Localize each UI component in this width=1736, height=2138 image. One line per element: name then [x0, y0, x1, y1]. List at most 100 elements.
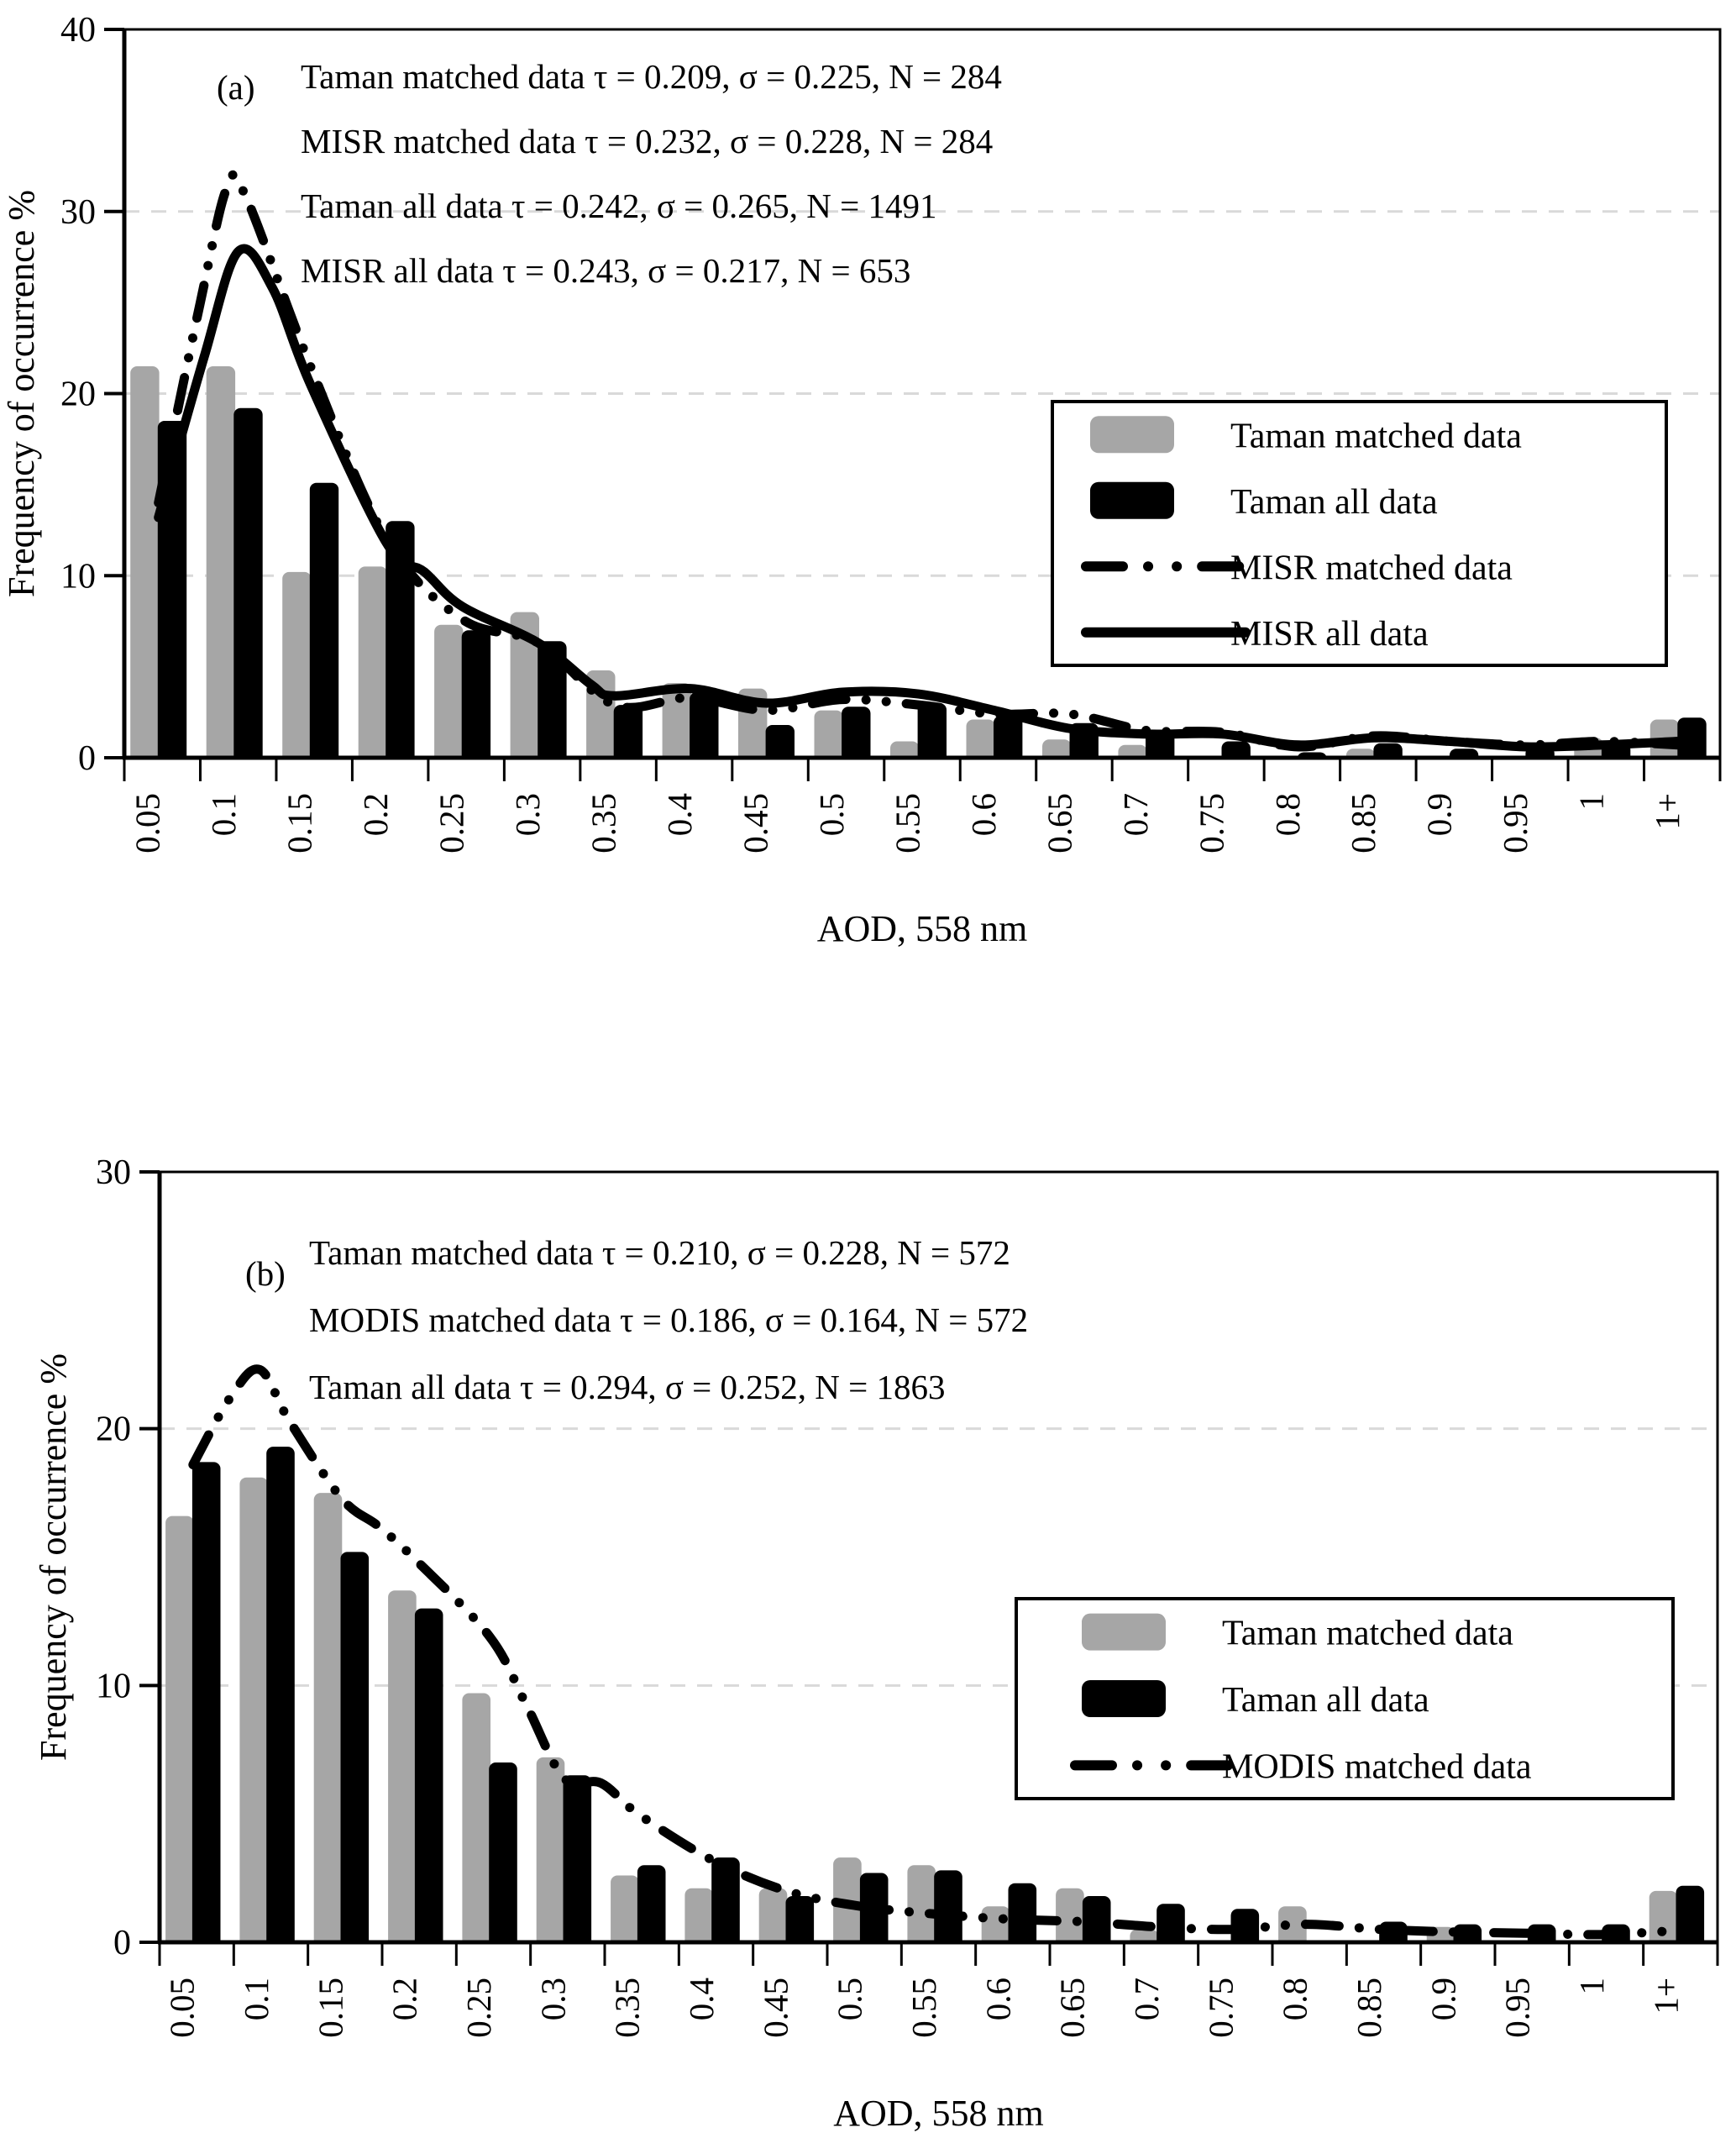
x-tick-label: 0.55: [888, 793, 926, 854]
bar: [385, 521, 415, 763]
bar: [340, 1552, 370, 1947]
bar: [1056, 1888, 1084, 1947]
bar: [165, 1516, 194, 1947]
x-tick-label: 0.05: [163, 1978, 202, 2038]
legend-label: MISR all data: [1230, 615, 1429, 654]
bar: [690, 692, 719, 763]
bar: [966, 719, 995, 763]
x-tick-label: 0.5: [831, 1978, 869, 2020]
y-axis-title: Frequency of occurrence %: [33, 1353, 74, 1761]
x-tick-label: 0.65: [1053, 1978, 1092, 2038]
y-tick-label: 0: [78, 739, 96, 778]
legend-label: Taman matched data: [1222, 1615, 1513, 1653]
bar: [934, 1870, 962, 1947]
bar: [358, 566, 388, 763]
bar: [462, 1693, 490, 1947]
misr-all-data-line: [154, 244, 1683, 752]
bar: [613, 705, 643, 763]
bar: [758, 1888, 788, 1947]
x-tick-label: 0.85: [1350, 1978, 1388, 2038]
x-axis-title: AOD, 558 nm: [833, 2093, 1044, 2134]
bar: [1649, 1890, 1678, 1947]
legend-label: Taman all data: [1222, 1681, 1429, 1720]
x-tick-label: 0.6: [964, 793, 1003, 836]
stats-annotation: MISR all data τ = 0.243, σ = 0.217, N = …: [301, 251, 910, 290]
x-tick-label: 1: [1572, 793, 1611, 811]
x-tick-label: 1+: [1646, 1978, 1685, 2015]
y-tick-label: 40: [60, 11, 96, 50]
x-tick-label: 0.8: [1268, 793, 1307, 836]
x-tick-label: 0.5: [812, 793, 851, 836]
x-tick-label: 0.8: [1276, 1978, 1314, 2020]
bar: [282, 571, 312, 763]
legend-label: Taman matched data: [1230, 417, 1522, 455]
bar: [711, 1857, 740, 1947]
legend-b: Taman matched data Taman all data MODIS ma…: [1015, 1597, 1675, 1800]
bar: [814, 710, 843, 763]
bar: [917, 703, 947, 763]
bar: [313, 1493, 343, 1947]
y-axis-title: Frequency of occurrence %: [1, 190, 42, 597]
y-tick-label: 20: [96, 1410, 131, 1449]
stats-annotation: MODIS matched data τ = 0.186, σ = 0.164,…: [309, 1300, 1028, 1339]
bar: [563, 1775, 592, 1947]
panel-a: 0 10 20 30 40 0.05 0.1 0.15 0.2 0.25 0.3 0.35 0.4 0.4…: [1, 11, 1723, 949]
bar: [461, 630, 491, 763]
panel-label: (a): [217, 68, 255, 107]
stats-annotation: Taman all data τ = 0.242, σ = 0.265, N =…: [301, 186, 937, 225]
x-tick-label: 0.75: [1192, 793, 1230, 854]
x-tick-label: 0.2: [356, 793, 395, 836]
x-tick-label: 0.85: [1344, 793, 1382, 854]
x-tick-label: 0.4: [660, 793, 699, 836]
bar-series-gray: [165, 1477, 1678, 1947]
x-tick-label: 0.1: [204, 793, 243, 836]
stats-annotation: Taman matched data τ = 0.209, σ = 0.225,…: [301, 57, 1002, 96]
bar: [191, 1462, 221, 1947]
x-tick-label: 0.35: [608, 1978, 647, 2038]
bar: [842, 707, 871, 763]
modis-matched-data-line: [188, 1364, 1681, 1940]
bar: [1677, 717, 1707, 763]
bar: [538, 641, 567, 763]
x-tick-label: 0.25: [459, 1978, 498, 2038]
legend-label: Taman all data: [1230, 483, 1438, 522]
panel-b: 0 10 20 30 0.05 0.1 0.15 0.2 0.25 0.3 0.35 0.4 0.45 0…: [33, 1153, 1721, 2134]
x-tick-label: 0.6: [978, 1978, 1017, 2020]
x-tick-label: 0.7: [1127, 1978, 1166, 2020]
bar: [684, 1888, 713, 1947]
bar: [1146, 732, 1175, 763]
x-tick-label: 0.95: [1498, 1978, 1537, 2038]
bar-series-black: [191, 1447, 1705, 1947]
x-tick-label: 0.4: [682, 1978, 721, 2020]
x-tick-label: 0.2: [385, 1978, 424, 2020]
axis-mask: [121, 759, 1723, 768]
axis-mask: [156, 1944, 1721, 1952]
bar: [611, 1875, 639, 1947]
x-tick-label: 0.45: [736, 793, 774, 854]
bar: [510, 612, 539, 763]
x-tick-label: 0.45: [756, 1978, 795, 2038]
legend-swatch: [1090, 416, 1174, 454]
bar: [309, 482, 339, 763]
bar: [994, 716, 1023, 763]
x-tick-label: 1: [1572, 1978, 1611, 1995]
legend-label: MISR matched data: [1230, 549, 1513, 587]
legend-swatch: [1082, 1613, 1166, 1651]
legend-swatch: [1090, 481, 1174, 519]
bar: [130, 366, 160, 763]
bar: [266, 1447, 295, 1947]
y-tick-label: 30: [96, 1153, 131, 1192]
bar: [414, 1608, 443, 1947]
x-tick-label: 0.15: [281, 793, 319, 854]
legend-a: Taman matched data Taman all data MISR mat…: [1051, 400, 1668, 667]
x-tick-label: 0.95: [1496, 793, 1534, 854]
bar: [1676, 1885, 1705, 1947]
bar: [1278, 1906, 1307, 1947]
bar: [907, 1865, 936, 1947]
x-tick-label: 0.05: [128, 793, 167, 854]
y-tick-label: 10: [60, 557, 96, 596]
x-tick-label: 0.9: [1420, 793, 1459, 836]
bar: [489, 1762, 517, 1947]
